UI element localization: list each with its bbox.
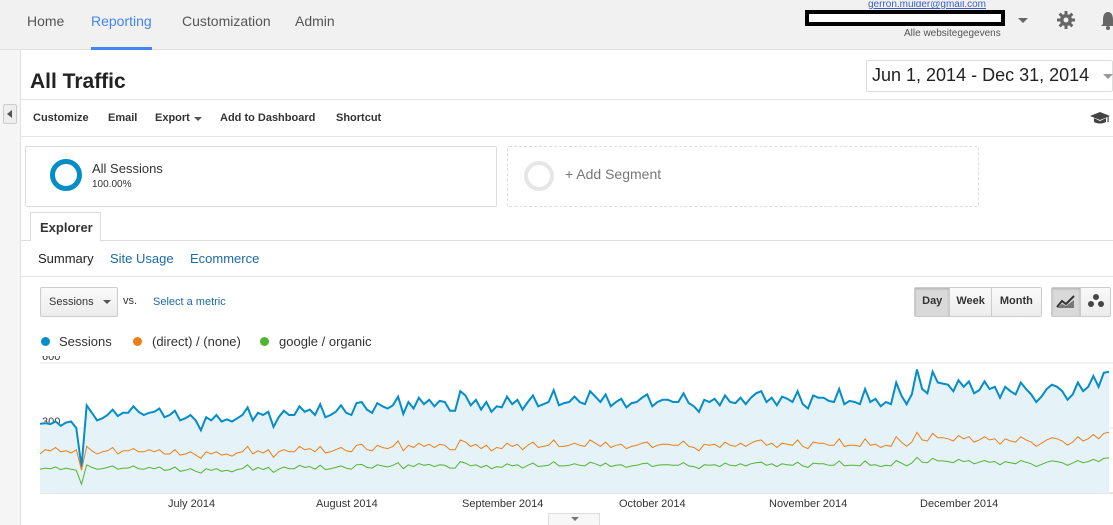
vs-label: vs. (123, 295, 138, 307)
chevron-left-icon (7, 110, 12, 118)
bubble-chart-icon (1087, 294, 1104, 307)
shortcut-button[interactable]: Shortcut (336, 112, 382, 124)
page-title: All Traffic (30, 70, 126, 93)
active-nav-indicator (91, 47, 152, 50)
motion-chart-button[interactable] (1081, 288, 1110, 316)
email-button[interactable]: Email (108, 112, 138, 124)
x-tick-label: October 2014 (619, 498, 686, 510)
week-button[interactable]: Week (950, 288, 992, 316)
chevron-down-icon (1103, 74, 1113, 79)
add-to-dashboard-button[interactable]: Add to Dashboard (220, 112, 316, 124)
subtab-site-usage[interactable]: Site Usage (110, 251, 174, 266)
y-tick-label: 600 (42, 356, 60, 363)
customize-button[interactable]: Customize (33, 112, 89, 124)
legend-organic: google / organic (279, 334, 372, 349)
nav-customization[interactable]: Customization (182, 13, 271, 29)
divider (21, 99, 1113, 100)
nav-admin[interactable]: Admin (295, 13, 335, 29)
graduation-cap-icon[interactable] (1090, 111, 1110, 125)
date-range-label: Jun 1, 2014 - Dec 31, 2014 (872, 65, 1090, 85)
add-segment-button[interactable]: + Add Segment (507, 146, 979, 207)
chevron-down-icon (103, 300, 111, 304)
export-chevron-icon[interactable] (194, 117, 202, 121)
x-tick-label: July 2014 (168, 498, 216, 510)
tab-explorer[interactable]: Explorer (30, 212, 101, 242)
segment-percent: 100.00% (92, 179, 132, 190)
subtab-summary[interactable]: Summary (38, 251, 94, 266)
legend-dot-direct (133, 337, 142, 346)
account-dropdown-icon[interactable] (1018, 18, 1028, 23)
month-button[interactable]: Month (991, 288, 1041, 316)
segment-name: All Sessions (92, 161, 163, 176)
nav-home[interactable]: Home (27, 13, 65, 29)
select-metric-link[interactable]: Select a metric (153, 296, 226, 308)
x-tick-label: December 2014 (920, 498, 999, 510)
granularity-toggle: Day Week Month (914, 287, 1042, 317)
left-sidebar-collapsed (0, 50, 21, 525)
empty-segment-ring-icon (524, 161, 554, 191)
legend-sessions: Sessions (59, 334, 112, 349)
series-line-2 (40, 456, 1110, 486)
divider (21, 276, 1113, 277)
segment-ring-icon (50, 159, 82, 191)
export-button[interactable]: Export (155, 112, 190, 124)
subtab-ecommerce[interactable]: Ecommerce (190, 251, 260, 266)
nav-reporting[interactable]: Reporting (91, 13, 152, 29)
gear-icon[interactable] (1056, 10, 1076, 30)
tab-divider (21, 240, 1113, 241)
segment-all-sessions[interactable]: All Sessions 100.00% (25, 146, 497, 207)
line-chart-button[interactable] (1052, 288, 1082, 316)
chart-resize-handle[interactable] (548, 513, 600, 525)
account-property: Alle websitegegevens (904, 28, 1001, 39)
chart-type-toggle (1051, 287, 1111, 317)
account-email[interactable]: gerron.mulder@gmail.com (868, 1, 986, 10)
chevron-down-icon (571, 517, 579, 521)
legend-dot-sessions (41, 337, 50, 346)
date-range-picker[interactable]: Jun 1, 2014 - Dec 31, 2014 (866, 60, 1113, 92)
x-tick-label: September 2014 (462, 498, 544, 510)
metric-select-value: Sessions (49, 296, 94, 308)
metric-select[interactable]: Sessions (40, 287, 118, 317)
account-selector[interactable] (805, 10, 1005, 26)
sessions-area (40, 369, 1109, 493)
series-line-1 (40, 431, 1110, 471)
legend-direct: (direct) / (none) (152, 334, 241, 349)
top-nav: Home Reporting Customization Admin gerro… (0, 0, 1113, 50)
divider (21, 136, 1113, 137)
series-line-0 (40, 368, 1110, 468)
bell-icon[interactable] (1100, 10, 1113, 30)
x-tick-label: November 2014 (769, 498, 848, 510)
add-segment-label: + Add Segment (565, 166, 662, 182)
day-button[interactable]: Day (915, 288, 951, 316)
sidebar-toggle[interactable] (3, 104, 17, 124)
x-tick-label: August 2014 (316, 498, 378, 510)
legend-dot-organic (260, 337, 269, 346)
line-chart-icon (1056, 295, 1075, 308)
